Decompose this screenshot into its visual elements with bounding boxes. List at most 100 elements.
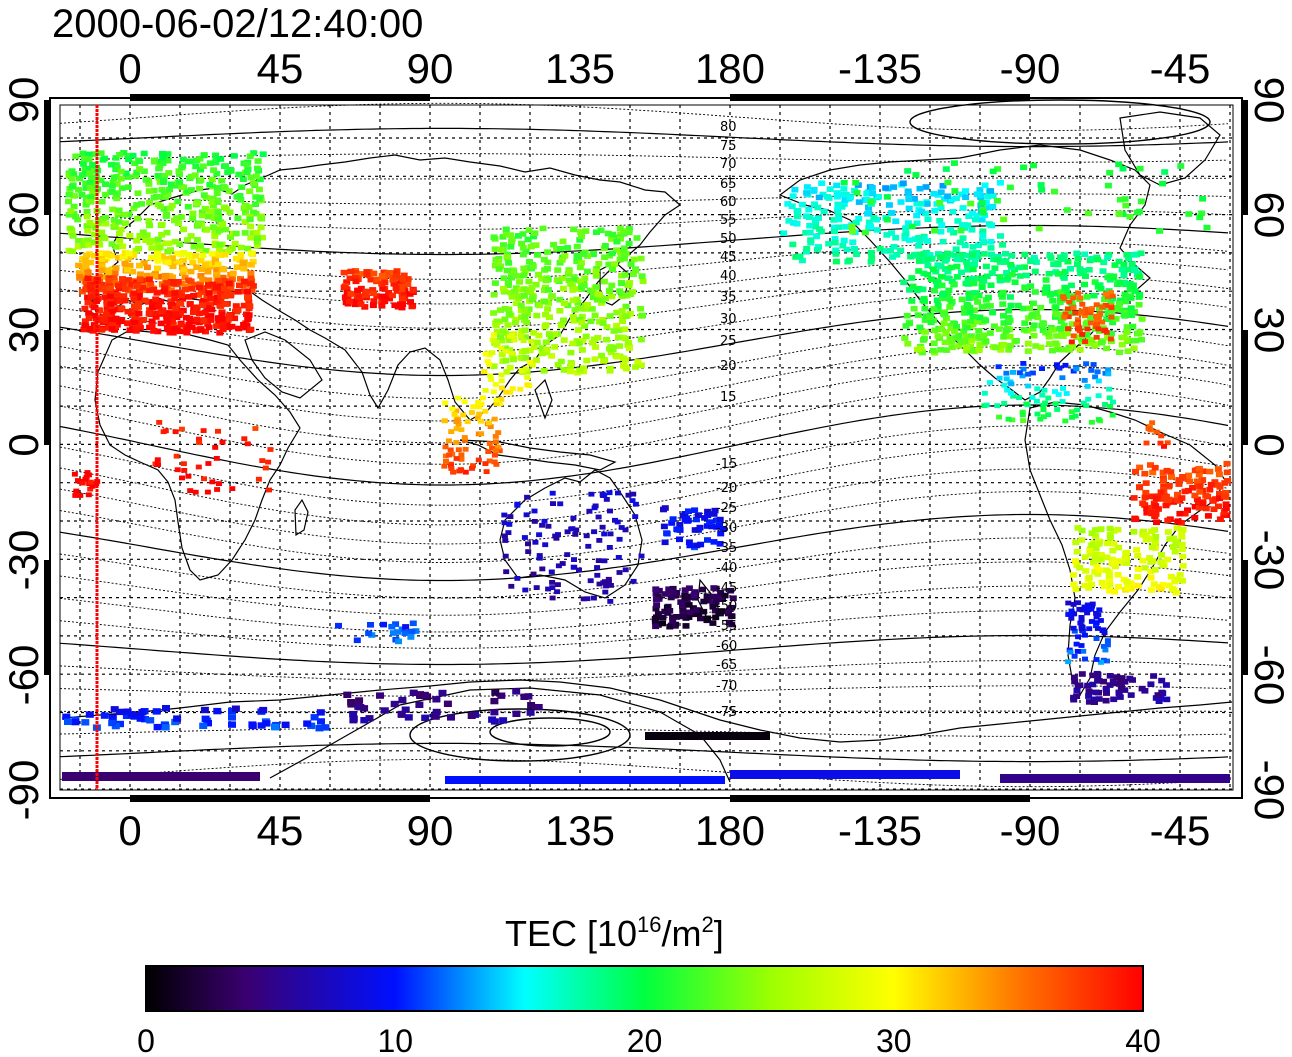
tec-tile [1135,330,1143,337]
tec-tile [573,252,581,259]
tec-tile [1178,541,1186,548]
tec-tile [181,286,189,293]
tec-tile [1114,571,1122,578]
tec-tile [218,309,226,315]
tec-tile [915,268,923,274]
tec-tile [1021,264,1028,270]
tec-tile [363,271,371,278]
tec-tile [989,168,997,175]
tec-tile [1147,681,1155,687]
tec-tile [500,242,507,248]
tec-tile [174,467,181,473]
tec-tile [176,328,184,335]
tec-tile [1111,262,1119,268]
tec-tile [213,456,220,461]
tec-tile [545,586,552,592]
mlat-contour [59,404,1229,486]
tec-tile [1109,678,1117,685]
tec-tile [177,322,185,328]
tec-tile [526,709,535,716]
lon-tick-bottom: 90 [407,807,454,854]
tec-tile [461,435,468,440]
tec-tile [863,197,871,203]
tec-tile [490,709,499,716]
tec-tile [87,486,94,492]
tec-tile [1163,696,1171,703]
tec-tile [521,535,528,540]
tec-tile [490,291,498,298]
tec-tile [989,203,997,210]
tec-tile [601,243,609,249]
tec-tile [577,305,585,312]
tec-tile [210,215,218,221]
tec-tile [154,236,162,243]
tec-tile [503,253,511,260]
tec-tile [1216,484,1224,490]
tec-tile [81,322,89,328]
tec-tile [165,240,173,247]
tec-tile [812,223,820,230]
tec-tile [509,356,517,363]
tec-tile [613,322,621,329]
tec-tile [109,180,117,186]
tec-tile [994,403,1001,409]
tec-tile [1138,336,1145,343]
tec-tile [1095,378,1102,384]
tec-tile [1104,642,1111,648]
tec-tile [503,267,511,274]
mlat-label-north: 30 [720,312,737,327]
tec-tile [918,328,926,334]
tec-tile [976,187,984,193]
tec-tile [916,258,923,264]
tec-tile [683,594,690,600]
tec-tile [146,199,154,206]
tec-tile [1106,535,1114,541]
tec-tile [1149,558,1157,564]
tec-tile [538,345,546,351]
tec-tile [1157,496,1165,502]
tec-tile [1004,387,1011,393]
tec-tile [939,238,947,245]
tec-tile [834,205,842,211]
lat-tick-left: 60 [0,192,47,239]
tec-tile [948,196,956,203]
tec-tile [441,463,448,469]
tec-tile [443,700,452,707]
tec-tile [352,275,360,281]
mlat-contour [59,758,1229,788]
tec-tile [249,258,257,265]
tec-tile [852,179,860,186]
tec-tile [1082,656,1088,662]
mlat-label-south: -55 [716,619,737,634]
tec-tile [1081,378,1088,383]
tec-tile [1121,298,1129,305]
tec-tile [1037,182,1045,188]
tec-tile [96,307,104,314]
tec-tile [679,608,687,614]
tec-tile [978,304,986,310]
tec-tile [81,166,89,172]
tec-tile [490,697,499,705]
tec-tile [549,580,556,585]
tec-tile [82,180,90,187]
tec-tile [693,542,701,549]
tec-tile [610,328,618,334]
tec-tile [588,306,596,312]
tec-tile [176,179,184,185]
tec-tile [548,293,556,299]
tec-tile [593,229,600,235]
tec-tile [119,281,127,288]
tec-tile [1147,575,1155,581]
tec-tile [946,304,954,310]
tec-tile [458,452,465,458]
tec-tile [1023,401,1030,407]
tec-tile [1104,182,1112,189]
tec-tile [1141,470,1149,477]
tec-tile [1126,675,1134,682]
tec-tile [486,458,493,464]
tec-tile [133,202,141,208]
tec-tile [1109,293,1116,299]
tec-tile [82,476,89,482]
tec-tile [236,282,243,289]
tec-tile [1125,255,1132,262]
